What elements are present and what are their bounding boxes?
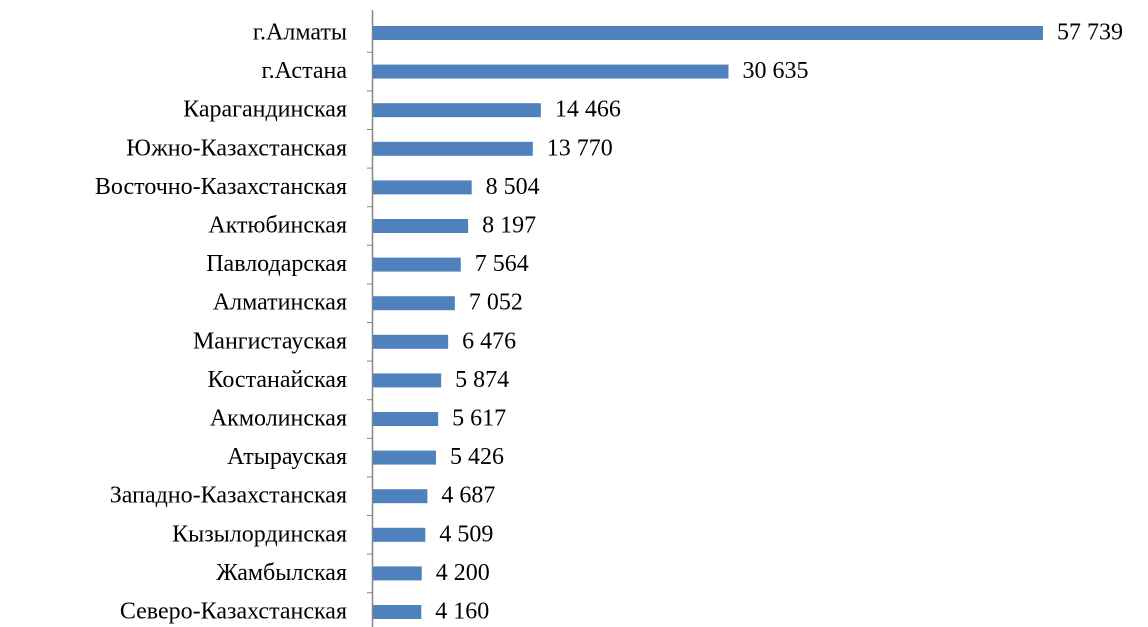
bar <box>373 605 422 619</box>
bar <box>373 180 472 195</box>
value-label: 4 509 <box>439 521 493 547</box>
bar <box>373 64 729 79</box>
bar <box>373 219 469 233</box>
value-label: 4 687 <box>441 483 495 509</box>
bar <box>373 141 533 156</box>
value-label: 14 466 <box>555 97 621 123</box>
category-label: г.Алматы <box>253 20 347 46</box>
value-label: 7 564 <box>475 251 529 277</box>
category-label: Актюбинская <box>208 213 347 239</box>
bar <box>373 26 1043 40</box>
category-label: Алматинская <box>213 290 347 316</box>
value-label: 7 052 <box>469 290 523 316</box>
category-label: Костанайская <box>208 367 347 393</box>
bar <box>373 296 455 311</box>
bar <box>373 489 428 504</box>
value-label: 5 874 <box>455 367 509 393</box>
category-label: Павлодарская <box>206 251 347 277</box>
bar <box>373 412 439 426</box>
category-label: Кызылординская <box>172 521 347 547</box>
value-label: 5 426 <box>450 444 504 470</box>
bar <box>373 450 436 465</box>
category-label: Восточно-Казахстанская <box>95 174 347 200</box>
bar <box>373 334 449 349</box>
value-label: 13 770 <box>547 135 613 161</box>
bar <box>373 103 541 118</box>
category-label: Западно-Казахстанская <box>110 483 347 509</box>
value-label: 6 476 <box>462 328 516 354</box>
value-label: 5 617 <box>452 406 506 432</box>
category-label: Жамбылская <box>216 560 347 586</box>
value-label: 4 160 <box>435 599 489 625</box>
value-label: 8 504 <box>486 174 540 200</box>
category-label: Карагандинская <box>183 97 347 123</box>
value-label: 4 200 <box>436 560 490 586</box>
value-label: 30 635 <box>742 58 808 84</box>
category-label: Акмолинская <box>210 406 347 432</box>
category-label: Южно-Казахстанская <box>126 135 347 161</box>
bar <box>373 373 442 388</box>
category-label: г.Астана <box>262 58 348 84</box>
value-label: 8 197 <box>482 213 536 239</box>
category-label: Северо-Казахстанская <box>120 599 347 625</box>
bar <box>373 566 422 581</box>
category-label: Атырауская <box>227 444 347 470</box>
bar <box>373 527 426 542</box>
bar <box>373 257 461 272</box>
value-label: 57 739 <box>1057 20 1123 46</box>
category-label: Мангистауская <box>193 328 347 354</box>
